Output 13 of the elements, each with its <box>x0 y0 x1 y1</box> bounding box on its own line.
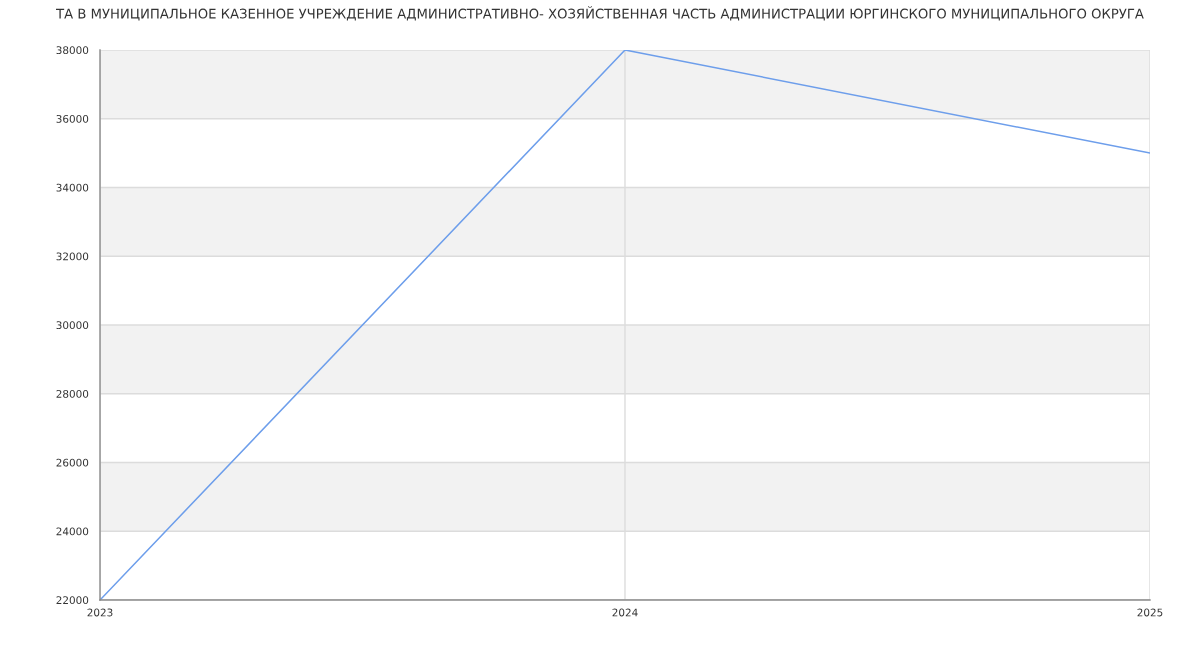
y-tick-label: 26000 <box>56 458 89 467</box>
y-tick-label: 30000 <box>56 321 89 330</box>
chart-title: ТА В МУНИЦИПАЛЬНОЕ КАЗЕННОЕ УЧРЕЖДЕНИЕ АДМИНИСТРАТИВНО- ХОЗЯЙСТВЕННАЯ ЧАСТЬ АДМИНИСТРАЦИИ ЮРГИНСКОГО МУНИЦИПАЛЬНОГО ОКРУГА <box>56 6 1144 21</box>
x-tick-label: 2023 <box>87 608 113 617</box>
y-tick-label: 36000 <box>56 114 89 123</box>
y-tick-label: 24000 <box>56 527 89 536</box>
y-tick-label: 28000 <box>56 389 89 398</box>
y-tick-label: 38000 <box>56 46 89 55</box>
y-tick-label: 32000 <box>56 252 89 261</box>
x-tick-label: 2024 <box>612 608 638 617</box>
y-tick-label: 34000 <box>56 183 89 192</box>
y-tick-label: 22000 <box>56 596 89 605</box>
x-tick-label: 2025 <box>1137 608 1163 617</box>
